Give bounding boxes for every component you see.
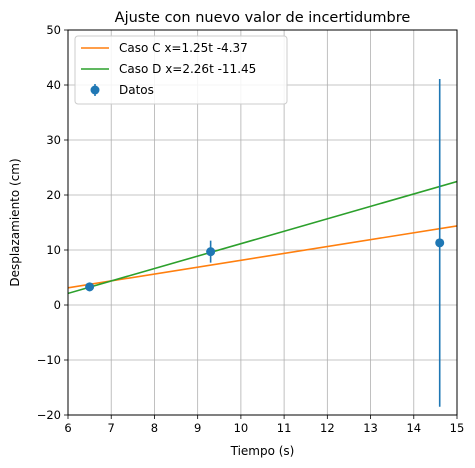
legend: Caso C x=1.25t -4.37 Caso D x=2.26t -11.4… bbox=[74, 35, 288, 105]
x-tick-label: 11 bbox=[277, 421, 292, 435]
axes-frame bbox=[67, 29, 458, 416]
data-point bbox=[206, 247, 216, 257]
x-tick-label: 8 bbox=[151, 421, 158, 435]
series-2 bbox=[85, 78, 445, 407]
y-tick-label: 20 bbox=[46, 188, 61, 202]
fit-line bbox=[68, 225, 457, 289]
legend-label: Datos bbox=[119, 83, 154, 97]
y-tick-label: −10 bbox=[37, 353, 61, 367]
x-tick-label: 7 bbox=[108, 421, 115, 435]
data-point bbox=[85, 282, 95, 292]
series-1 bbox=[68, 180, 457, 295]
legend-marker-swatch bbox=[90, 85, 100, 95]
y-tick-label: 30 bbox=[46, 133, 61, 147]
series-layer bbox=[68, 78, 457, 407]
legend-label: Caso D x=2.26t -11.45 bbox=[119, 62, 256, 76]
x-tick-label: 6 bbox=[64, 421, 71, 435]
data-point bbox=[435, 238, 445, 248]
ticks: 6 7 8 9 10 11 12 13 14 15 −20 −10 0 10 20 30 40 50 bbox=[37, 23, 465, 435]
legend-label: Caso C x=1.25t -4.37 bbox=[119, 41, 248, 55]
x-tick-label: 14 bbox=[406, 421, 421, 435]
x-tick-label: 12 bbox=[320, 421, 335, 435]
y-axis-label: Desplazamiento (cm) bbox=[8, 158, 22, 286]
y-tick-label: 50 bbox=[46, 23, 61, 37]
fit-line bbox=[68, 180, 457, 295]
x-tick-label: 13 bbox=[363, 421, 378, 435]
x-tick-label: 15 bbox=[450, 421, 465, 435]
y-tick-label: 40 bbox=[46, 78, 61, 92]
y-tick-label: 10 bbox=[46, 243, 61, 257]
y-tick-label: −20 bbox=[37, 408, 61, 422]
legend-box bbox=[74, 35, 288, 105]
chart-title: Ajuste con nuevo valor de incertidumbre bbox=[115, 10, 411, 26]
x-tick-label: 9 bbox=[194, 421, 201, 435]
x-axis-label: Tiempo (s) bbox=[230, 444, 295, 458]
y-tick-label: 0 bbox=[54, 298, 61, 312]
x-tick-label: 10 bbox=[234, 421, 249, 435]
series-0 bbox=[68, 225, 457, 289]
